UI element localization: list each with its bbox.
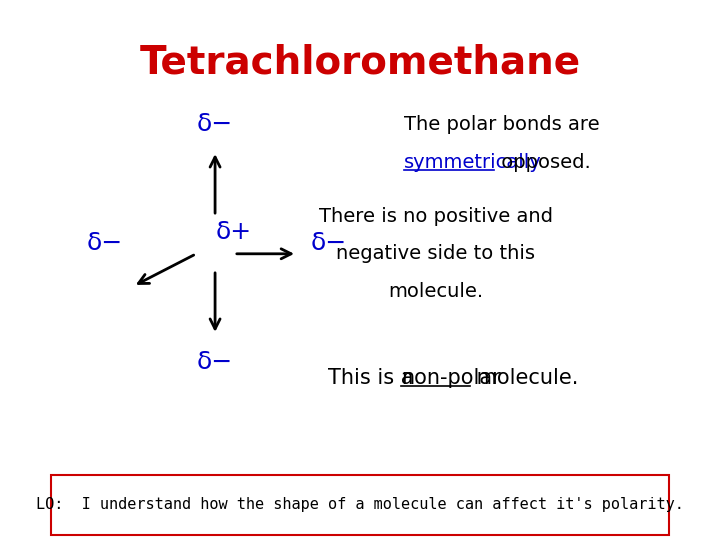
Text: There is no positive and: There is no positive and bbox=[319, 206, 553, 226]
Text: negative side to this: negative side to this bbox=[336, 244, 535, 264]
Text: δ−: δ− bbox=[197, 112, 233, 136]
Text: molecule.: molecule. bbox=[388, 282, 483, 301]
Text: δ−: δ− bbox=[310, 231, 346, 255]
Text: This is a: This is a bbox=[328, 368, 420, 388]
FancyBboxPatch shape bbox=[51, 475, 669, 535]
Text: The polar bonds are: The polar bonds are bbox=[404, 114, 600, 134]
Text: non-polar: non-polar bbox=[401, 368, 500, 388]
Text: δ−: δ− bbox=[86, 231, 123, 255]
Text: symmetrically: symmetrically bbox=[404, 152, 542, 172]
Text: opposed.: opposed. bbox=[495, 152, 591, 172]
Text: δ+: δ+ bbox=[216, 220, 252, 244]
Text: molecule.: molecule. bbox=[470, 368, 579, 388]
Text: LO:  I understand how the shape of a molecule can affect it's polarity.: LO: I understand how the shape of a mole… bbox=[36, 497, 684, 512]
Text: δ−: δ− bbox=[197, 350, 233, 374]
Text: Tetrachloromethane: Tetrachloromethane bbox=[140, 43, 580, 81]
